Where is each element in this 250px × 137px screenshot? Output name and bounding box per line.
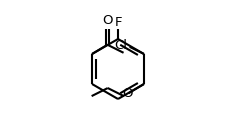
Text: F: F	[114, 16, 122, 29]
Text: Cl: Cl	[115, 39, 128, 52]
Text: O: O	[102, 14, 113, 27]
Text: O: O	[122, 87, 133, 100]
